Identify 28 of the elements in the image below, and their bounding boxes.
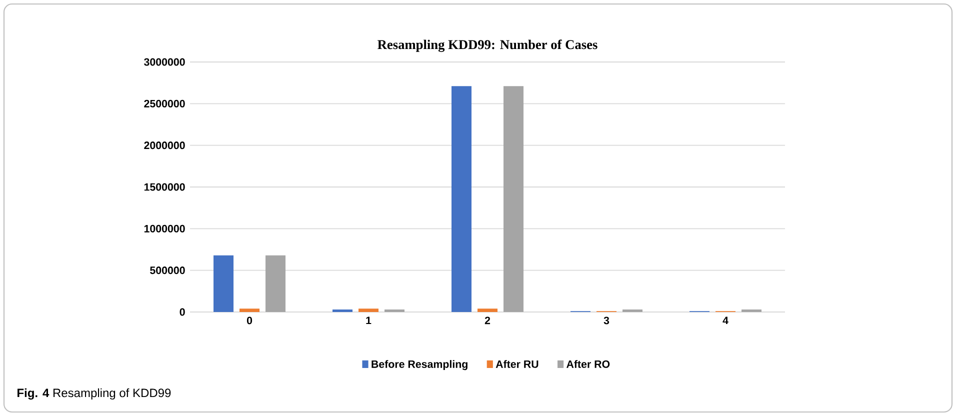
text: Fig. 4 Resampling of KDD99 [18, 388, 171, 400]
x-tick-label: 2 [484, 316, 490, 324]
legend-label: After RU [496, 360, 538, 368]
y-tick-label: 1000000 [144, 224, 185, 232]
y-tick-label: 500000 [150, 266, 185, 274]
bar [266, 255, 286, 312]
legend-label: After RO [566, 360, 610, 368]
bar [622, 309, 642, 312]
bar [240, 308, 260, 312]
bar [452, 86, 472, 312]
bar [332, 309, 353, 312]
y-tick-label: 2000000 [144, 142, 185, 150]
y-tick-label: 1500000 [144, 183, 185, 191]
x-tick-label: 1 [366, 316, 372, 324]
bar [358, 308, 379, 312]
bar [741, 309, 762, 312]
y-tick-label: 0 [180, 308, 185, 316]
bar [478, 308, 498, 312]
bar [384, 309, 405, 312]
bar [214, 255, 234, 312]
legend-label: Before Resampling [372, 360, 468, 370]
chart-title: Resampling KDD99: Number of Cases [378, 40, 598, 52]
x-tick-label: 4 [722, 316, 728, 324]
x-tick-label: 0 [246, 316, 252, 324]
y-tick-label: 3000000 [144, 58, 185, 66]
y-tick-label: 2500000 [144, 100, 185, 108]
bar [504, 86, 524, 312]
x-tick-label: 3 [604, 316, 610, 324]
